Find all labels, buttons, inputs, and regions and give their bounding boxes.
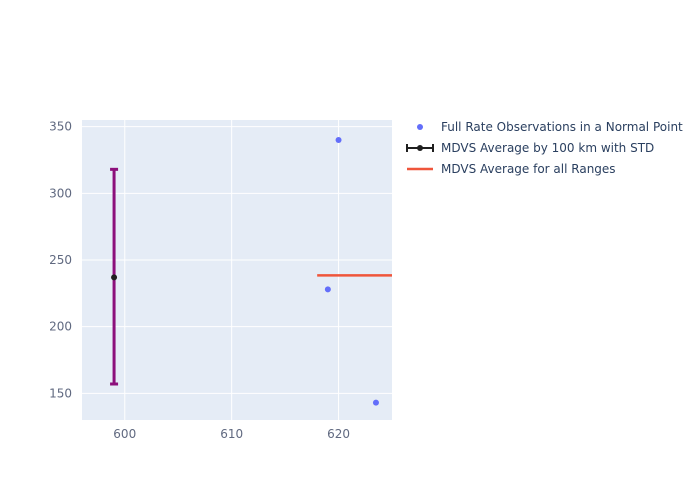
ytick-label: 350 [49,120,72,134]
mdvs-100km-point [111,274,117,280]
ytick-label: 150 [49,386,72,400]
plot-svg: 150 200 250 300 350 600 610 620 [0,0,700,500]
xtick-label: 610 [220,427,243,441]
plot-area[interactable] [82,120,392,420]
legend-label-full-rate: Full Rate Observations in a Normal Point [441,120,683,134]
full-rate-point [325,286,331,292]
legend-item-full-rate[interactable]: Full Rate Observations in a Normal Point [405,120,683,134]
full-rate-point [373,400,379,406]
ytick-label: 300 [49,186,72,200]
ytick-label: 250 [49,253,72,267]
legend-label-mdvs-100km: MDVS Average by 100 km with STD [441,141,654,155]
legend-swatch-mdvs-all [405,162,435,176]
legend-swatch-mdvs-100km [405,141,435,155]
xtick-label: 600 [113,427,136,441]
legend-label-mdvs-all: MDVS Average for all Ranges [441,162,616,176]
full-rate-point [336,137,342,143]
legend-item-mdvs-all[interactable]: MDVS Average for all Ranges [405,162,616,176]
legend-swatch-full-rate [405,120,435,134]
xtick-label: 620 [327,427,350,441]
legend-item-mdvs-100km[interactable]: MDVS Average by 100 km with STD [405,141,654,155]
ytick-label: 200 [49,320,72,334]
chart-root: 150 200 250 300 350 600 610 620 Full Rate Obse… [0,0,700,500]
